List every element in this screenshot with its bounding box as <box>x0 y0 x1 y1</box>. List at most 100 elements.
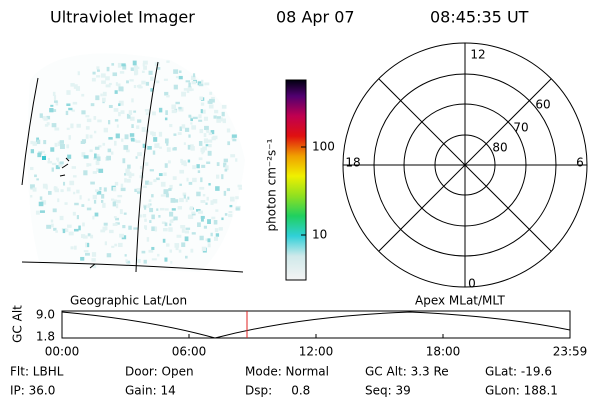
speckle <box>120 183 124 188</box>
speckle <box>71 109 75 112</box>
speckle <box>189 206 194 211</box>
speckle <box>166 147 171 152</box>
speckle <box>208 183 211 186</box>
speckle <box>98 145 102 148</box>
speckle <box>65 110 69 116</box>
speckle <box>137 259 141 263</box>
speckle <box>39 196 43 200</box>
speckle <box>159 207 165 211</box>
speckle <box>96 75 101 78</box>
speckle <box>132 60 137 66</box>
speckle <box>151 246 155 250</box>
speckle <box>151 131 156 137</box>
speckle <box>76 123 81 128</box>
speckle <box>46 224 52 229</box>
speckle <box>215 209 219 212</box>
speckle <box>126 80 129 84</box>
speckle <box>68 135 71 140</box>
speckle <box>125 259 128 263</box>
speckle <box>77 71 80 76</box>
speckle <box>97 119 102 123</box>
speckle <box>114 243 118 247</box>
speckle <box>113 199 118 203</box>
speckle <box>179 183 182 186</box>
speckle <box>118 100 124 106</box>
uv-image <box>27 53 245 273</box>
speckle <box>120 110 125 114</box>
speckle <box>55 230 58 233</box>
speckle <box>49 108 54 113</box>
speckle <box>74 202 79 206</box>
speckle <box>143 205 147 210</box>
speckle <box>85 252 90 256</box>
speckle <box>126 178 131 183</box>
speckle <box>102 202 106 208</box>
speckle <box>196 191 201 197</box>
mlt-label: 12 <box>470 48 485 62</box>
info-field: Seq: 39 <box>365 384 411 398</box>
speckle <box>225 165 229 171</box>
info-field: IP: 36.0 <box>10 384 55 398</box>
speckle <box>73 191 76 195</box>
speckle <box>235 158 238 162</box>
speckle <box>59 144 65 149</box>
speckle <box>169 124 173 128</box>
speckle <box>115 217 120 221</box>
speckle <box>80 234 86 238</box>
speckle <box>187 159 191 163</box>
speckle <box>168 227 173 232</box>
speckle <box>196 164 200 169</box>
speckle <box>131 98 134 103</box>
speckle <box>188 214 194 219</box>
speckle <box>55 165 60 170</box>
speckle <box>66 127 70 130</box>
speckle <box>92 215 95 220</box>
speckle <box>226 188 231 192</box>
mlat-label: 80 <box>492 141 507 155</box>
speckle <box>83 170 88 176</box>
speckle <box>185 80 191 83</box>
speckle <box>183 88 189 91</box>
speckle <box>81 204 85 207</box>
speckle <box>203 225 207 229</box>
speckle <box>141 80 146 85</box>
speckle <box>168 188 172 191</box>
speckle <box>173 69 179 74</box>
speckle <box>169 249 173 253</box>
speckle <box>146 237 150 242</box>
speckle <box>201 109 206 114</box>
speckle <box>130 137 135 142</box>
speckle <box>179 126 183 132</box>
parallel-line <box>21 261 244 273</box>
speckle <box>112 201 116 207</box>
speckle <box>50 219 54 223</box>
speckle <box>52 208 57 213</box>
speckle <box>178 75 183 80</box>
speckle <box>43 140 47 145</box>
speckle <box>181 124 186 129</box>
speckle <box>206 129 210 133</box>
speckle <box>197 170 201 173</box>
speckle <box>139 214 143 218</box>
speckle <box>209 91 213 95</box>
speckle <box>231 134 237 138</box>
speckle <box>92 194 97 200</box>
speckle <box>54 127 60 131</box>
speckle <box>155 80 160 84</box>
speckle <box>95 95 100 101</box>
speckle <box>158 107 163 113</box>
speckle <box>30 184 35 189</box>
instrument-title: Ultraviolet Imager <box>50 8 195 27</box>
speckle <box>86 118 92 123</box>
speckle <box>128 174 132 179</box>
info-field: GLon: 188.1 <box>485 384 558 398</box>
speckle <box>171 109 177 114</box>
speckle <box>200 215 205 219</box>
speckle <box>156 66 161 70</box>
speckle <box>102 142 106 146</box>
speckle <box>183 194 186 199</box>
speckle <box>34 174 37 178</box>
speckle <box>144 218 147 222</box>
speckle <box>151 194 154 198</box>
speckle <box>165 110 168 115</box>
